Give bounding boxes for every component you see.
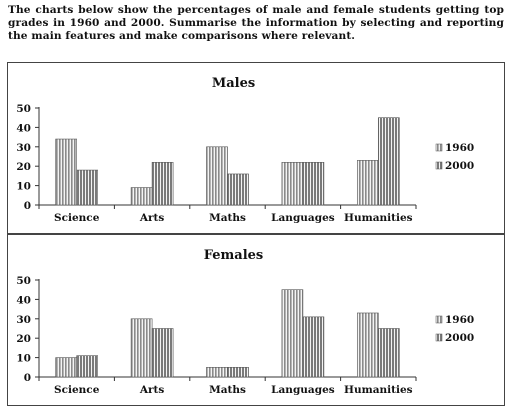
task-prompt: The charts below show the percentages of… — [8, 4, 504, 42]
bar-maths-2000 — [227, 173, 249, 206]
chart-title: Females — [204, 248, 264, 263]
bar-humanities-1960 — [356, 160, 379, 206]
females-chart-panel: Females 0 10 20 30 40 50 Science Arts Maths Langua… — [7, 234, 505, 406]
x-tick-label-languages: Languages — [271, 212, 335, 224]
bar-science-1960 — [55, 357, 78, 378]
y-tick-label: 30 — [16, 142, 31, 154]
y-tick-label: 40 — [16, 122, 31, 134]
x-tick-label-science: Science — [54, 212, 100, 224]
y-tick-label: 0 — [24, 200, 31, 212]
bar-maths-1960 — [206, 367, 228, 378]
x-tick-label-maths: Maths — [209, 212, 246, 224]
legend-label-1960: 1960 — [445, 314, 474, 326]
y-tick-label: 40 — [16, 294, 31, 306]
x-tick-label-languages: Languages — [271, 384, 335, 396]
bar-arts-1960 — [130, 187, 153, 206]
bar-maths-2000 — [227, 367, 249, 378]
legend-swatch-2000 — [435, 161, 443, 170]
legend-swatch-2000 — [435, 333, 443, 342]
bar-humanities-1960 — [356, 312, 379, 378]
bar-languages-2000 — [302, 316, 325, 378]
bar-arts-2000 — [151, 328, 174, 378]
chart-title: Males — [212, 76, 255, 91]
bar-languages-1960 — [281, 289, 304, 378]
legend-label-2000: 2000 — [445, 332, 474, 344]
x-tick-label-arts: Arts — [139, 384, 165, 396]
bar-arts-1960 — [130, 318, 153, 378]
legend-label-1960: 1960 — [445, 142, 474, 154]
bar-science-1960 — [55, 138, 78, 206]
x-tick-label-science: Science — [54, 384, 100, 396]
bar-humanities-2000 — [377, 117, 400, 206]
bar-maths-1960 — [206, 146, 228, 206]
y-tick-label: 10 — [16, 181, 31, 193]
bar-arts-2000 — [151, 162, 174, 206]
legend-swatch-1960 — [435, 143, 443, 152]
bar-science-2000 — [76, 169, 98, 206]
x-tick-label-arts: Arts — [139, 212, 165, 224]
legend-swatch-1960 — [435, 315, 443, 324]
females-chart: Females 0 10 20 30 40 50 Science Arts Maths Langua… — [16, 248, 474, 396]
males-chart: Males 0 10 20 30 40 50 Science Arts Maths Language… — [16, 76, 474, 224]
legend-label-2000: 2000 — [445, 160, 474, 172]
y-tick-label: 20 — [16, 333, 31, 345]
bar-humanities-2000 — [377, 328, 400, 378]
bar-languages-1960 — [281, 162, 304, 206]
x-tick-label-maths: Maths — [209, 384, 246, 396]
x-tick-label-humanities: Humanities — [344, 384, 413, 396]
bar-science-2000 — [76, 355, 98, 378]
y-tick-label: 50 — [16, 103, 31, 115]
bar-languages-2000 — [302, 162, 325, 206]
y-tick-label: 50 — [16, 275, 31, 287]
x-tick-label-humanities: Humanities — [344, 212, 413, 224]
y-tick-label: 20 — [16, 161, 31, 173]
y-tick-label: 10 — [16, 353, 31, 365]
y-tick-label: 0 — [24, 372, 31, 384]
males-chart-panel: Males 0 10 20 30 40 50 Science Arts Maths Language… — [7, 62, 505, 234]
y-tick-label: 30 — [16, 314, 31, 326]
